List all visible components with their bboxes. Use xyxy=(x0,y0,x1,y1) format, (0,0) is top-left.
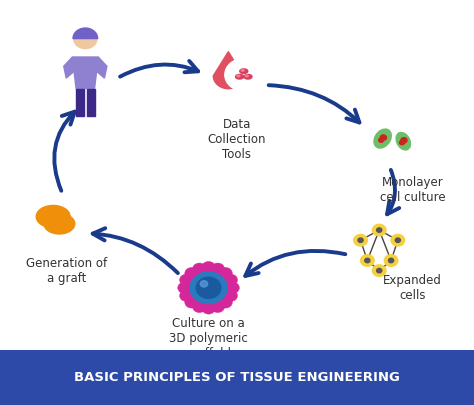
Polygon shape xyxy=(87,89,94,116)
Ellipse shape xyxy=(396,132,410,150)
Circle shape xyxy=(224,274,237,286)
Text: Culture on a
3D polymeric
scaffold: Culture on a 3D polymeric scaffold xyxy=(169,317,248,360)
Circle shape xyxy=(224,290,237,301)
Circle shape xyxy=(185,296,198,308)
Circle shape xyxy=(226,282,239,294)
Circle shape xyxy=(192,263,206,275)
Circle shape xyxy=(211,263,225,275)
Circle shape xyxy=(219,267,232,279)
Polygon shape xyxy=(213,52,244,89)
Ellipse shape xyxy=(374,129,391,148)
Circle shape xyxy=(384,255,398,266)
Ellipse shape xyxy=(236,75,244,79)
Circle shape xyxy=(196,277,221,298)
Ellipse shape xyxy=(240,69,248,73)
Text: Monolayer
cell culture: Monolayer cell culture xyxy=(380,176,445,204)
Circle shape xyxy=(377,228,382,232)
Ellipse shape xyxy=(44,213,75,234)
Ellipse shape xyxy=(246,75,248,77)
Circle shape xyxy=(373,265,386,277)
Ellipse shape xyxy=(36,205,70,228)
Circle shape xyxy=(379,138,383,142)
Circle shape xyxy=(192,301,206,313)
Circle shape xyxy=(400,141,404,145)
Circle shape xyxy=(219,296,232,308)
Polygon shape xyxy=(95,57,107,78)
Wedge shape xyxy=(73,28,98,38)
Circle shape xyxy=(389,258,393,263)
Circle shape xyxy=(200,281,208,287)
Circle shape xyxy=(180,274,193,286)
Circle shape xyxy=(358,238,363,243)
Ellipse shape xyxy=(241,70,244,71)
Polygon shape xyxy=(0,350,474,405)
Circle shape xyxy=(377,269,382,273)
Circle shape xyxy=(202,262,215,273)
Text: Expanded
cells: Expanded cells xyxy=(383,274,442,302)
Circle shape xyxy=(202,303,215,314)
Text: BASIC PRINCIPLES OF TISSUE ENGINEERING: BASIC PRINCIPLES OF TISSUE ENGINEERING xyxy=(74,371,400,384)
Polygon shape xyxy=(73,57,98,89)
Circle shape xyxy=(361,255,374,266)
Text: Data
Collection
Tools: Data Collection Tools xyxy=(208,118,266,161)
Ellipse shape xyxy=(244,75,252,79)
Text: Generation of
a graft: Generation of a graft xyxy=(26,257,107,285)
Circle shape xyxy=(225,58,263,91)
Circle shape xyxy=(178,282,191,294)
Ellipse shape xyxy=(237,75,240,77)
Circle shape xyxy=(354,234,367,246)
Circle shape xyxy=(190,272,227,304)
Polygon shape xyxy=(76,89,84,116)
Circle shape xyxy=(185,267,198,279)
Circle shape xyxy=(211,301,225,313)
Circle shape xyxy=(180,290,193,301)
Circle shape xyxy=(391,234,405,246)
Circle shape xyxy=(395,238,401,243)
Circle shape xyxy=(401,138,407,143)
Circle shape xyxy=(73,29,97,49)
Polygon shape xyxy=(64,57,75,78)
Circle shape xyxy=(380,135,386,140)
Circle shape xyxy=(373,224,386,236)
Circle shape xyxy=(365,258,370,263)
